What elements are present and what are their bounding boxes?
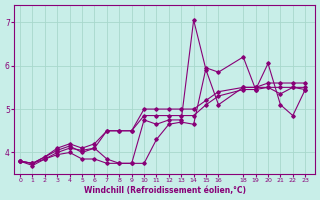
X-axis label: Windchill (Refroidissement éolien,°C): Windchill (Refroidissement éolien,°C) — [84, 186, 245, 195]
